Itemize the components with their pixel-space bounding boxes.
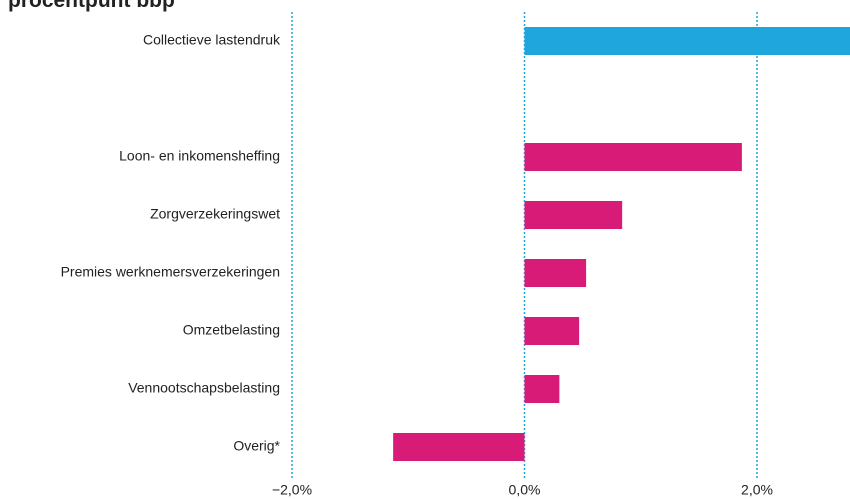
y-tick-label: Overig* bbox=[233, 438, 280, 454]
x-tick-label: 2,0% bbox=[741, 482, 773, 498]
bar bbox=[524, 27, 850, 55]
y-tick-label: Premies werknemersverzekeringen bbox=[61, 264, 280, 280]
y-tick-label: Omzetbelasting bbox=[183, 322, 280, 338]
bar bbox=[524, 317, 580, 345]
bar bbox=[393, 433, 525, 461]
y-tick-label: Collectieve lastendruk bbox=[143, 32, 281, 48]
bar bbox=[524, 259, 587, 287]
bar bbox=[524, 201, 623, 229]
chart-title: procentpunt bbp bbox=[8, 0, 175, 12]
bar bbox=[524, 143, 742, 171]
x-tick-label: 0,0% bbox=[509, 482, 541, 498]
y-tick-label: Vennootschapsbelasting bbox=[128, 380, 280, 396]
y-tick-label: Loon- en inkomensheffing bbox=[119, 148, 280, 164]
x-tick-label: −2,0% bbox=[272, 482, 312, 498]
bar bbox=[524, 375, 560, 403]
y-tick-label: Zorgverzekeringswet bbox=[150, 206, 280, 222]
